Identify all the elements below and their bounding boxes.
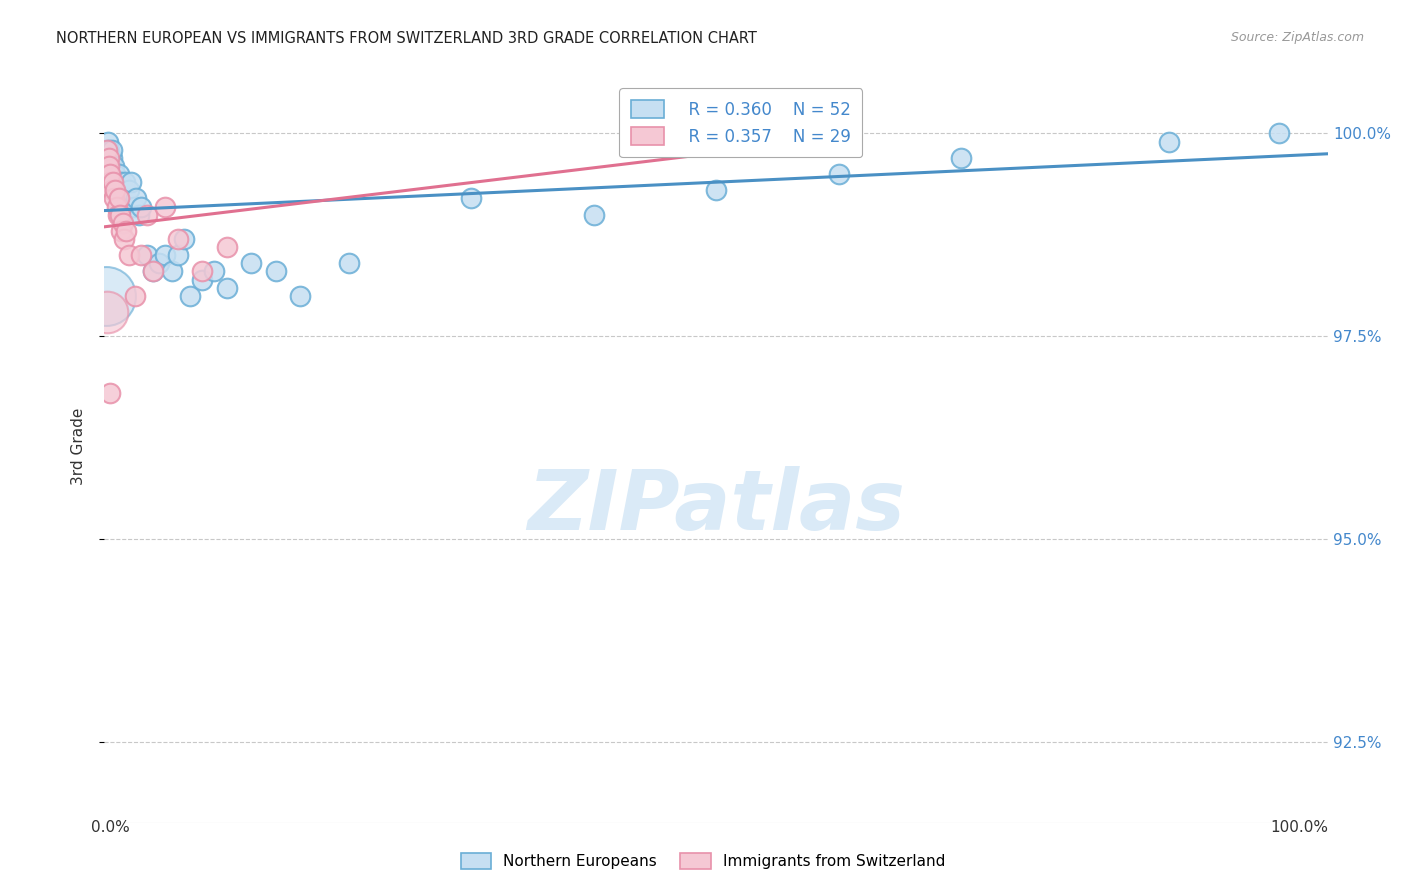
Point <box>111 191 134 205</box>
Point <box>98 151 121 165</box>
Point <box>155 200 177 214</box>
Point <box>155 248 177 262</box>
Point <box>96 151 118 165</box>
Point <box>136 208 159 222</box>
Point <box>103 191 125 205</box>
Point <box>128 208 150 222</box>
Point <box>949 151 972 165</box>
Point <box>264 264 287 278</box>
Point <box>142 264 165 278</box>
Point <box>288 289 311 303</box>
Point <box>179 289 201 303</box>
Point <box>1268 127 1291 141</box>
Point <box>96 305 118 319</box>
Point <box>827 167 849 181</box>
Text: NORTHERN EUROPEAN VS IMMIGRANTS FROM SWITZERLAND 3RD GRADE CORRELATION CHART: NORTHERN EUROPEAN VS IMMIGRANTS FROM SWI… <box>56 31 756 46</box>
Point <box>173 232 195 246</box>
Text: Source: ZipAtlas.com: Source: ZipAtlas.com <box>1230 31 1364 45</box>
Point <box>337 256 360 270</box>
Point <box>112 232 135 246</box>
Point <box>108 183 131 197</box>
Point <box>107 208 129 222</box>
Point <box>704 183 727 197</box>
Point <box>112 183 135 197</box>
Point <box>191 264 214 278</box>
Point <box>100 159 122 173</box>
Point <box>108 208 131 222</box>
Point <box>148 256 170 270</box>
Point <box>215 240 238 254</box>
Point <box>582 208 605 222</box>
Point <box>100 151 122 165</box>
Point <box>101 167 124 181</box>
Point <box>136 248 159 262</box>
Point <box>98 151 121 165</box>
Point <box>103 175 125 189</box>
Point <box>125 191 148 205</box>
Point <box>191 272 214 286</box>
Point <box>118 183 141 197</box>
Text: ZIPatlas: ZIPatlas <box>527 466 905 547</box>
Point <box>107 175 129 189</box>
Point <box>105 200 128 214</box>
Text: 0.0%: 0.0% <box>91 821 131 835</box>
Point <box>100 183 122 197</box>
Point <box>1157 135 1180 149</box>
Point <box>101 175 124 189</box>
Point <box>122 200 145 214</box>
Point <box>166 248 188 262</box>
Point <box>108 191 131 205</box>
Point <box>100 386 122 401</box>
Point <box>118 248 141 262</box>
Point <box>96 143 118 157</box>
Text: 100.0%: 100.0% <box>1271 821 1329 835</box>
Point <box>105 183 128 197</box>
Point <box>240 256 263 270</box>
Point <box>104 183 127 197</box>
Point <box>114 175 136 189</box>
Point <box>97 135 120 149</box>
Point <box>142 264 165 278</box>
Point <box>110 224 132 238</box>
Point <box>97 159 120 173</box>
Point <box>129 200 152 214</box>
Point <box>120 175 142 189</box>
Y-axis label: 3rd Grade: 3rd Grade <box>72 408 86 484</box>
Point <box>108 167 131 181</box>
Point <box>94 289 117 303</box>
Point <box>166 232 188 246</box>
Point <box>94 167 117 181</box>
Point <box>129 248 152 262</box>
Point <box>96 159 118 173</box>
Point <box>110 175 132 189</box>
Point <box>124 289 146 303</box>
Point <box>204 264 226 278</box>
Point <box>115 191 138 205</box>
Point <box>94 175 117 189</box>
Legend:   R = 0.360    N = 52,   R = 0.357    N = 29: R = 0.360 N = 52, R = 0.357 N = 29 <box>619 88 862 157</box>
Point <box>100 175 122 189</box>
Point <box>160 264 183 278</box>
Point <box>460 191 482 205</box>
Point <box>98 143 121 157</box>
Legend: Northern Europeans, Immigrants from Switzerland: Northern Europeans, Immigrants from Swit… <box>454 847 952 875</box>
Point <box>215 281 238 295</box>
Point <box>98 159 121 173</box>
Point <box>97 167 120 181</box>
Point <box>104 167 127 181</box>
Point <box>111 216 134 230</box>
Point <box>115 224 138 238</box>
Point <box>100 167 122 181</box>
Point <box>96 143 118 157</box>
Point <box>100 167 122 181</box>
Point <box>100 143 122 157</box>
Point <box>103 159 125 173</box>
